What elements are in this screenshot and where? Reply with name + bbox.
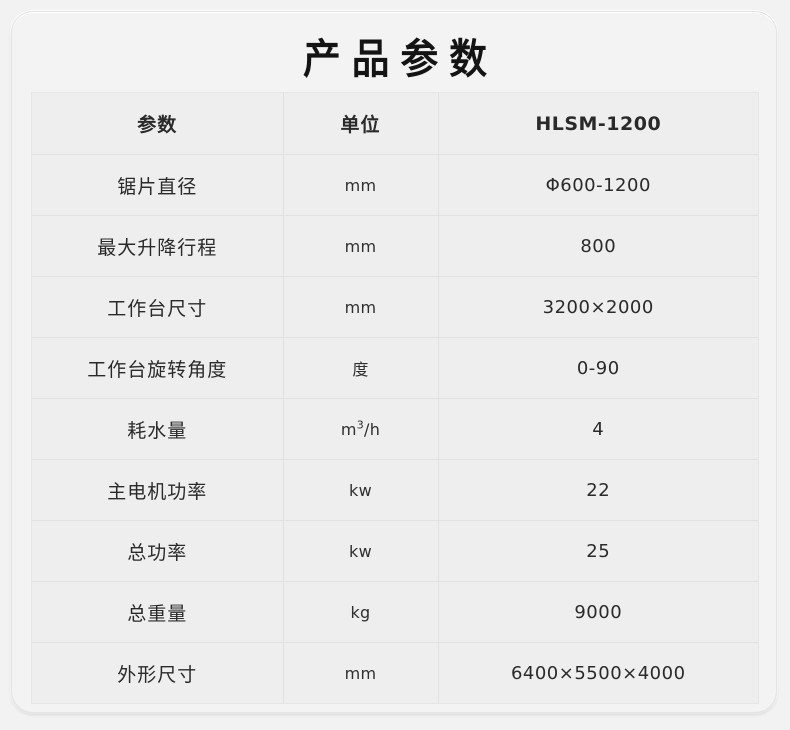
cell-value: 0-90	[438, 337, 758, 399]
cell-value: 22	[438, 459, 758, 521]
table-row: 锯片直径 mm Φ600-1200	[32, 154, 758, 216]
cell-parameter: 工作台尺寸	[32, 276, 284, 338]
table-header-row: 参数 单位 HLSM-1200	[32, 93, 758, 155]
column-header-unit: 单位	[283, 93, 439, 155]
cell-value: 6400×5500×4000	[438, 642, 758, 703]
cell-value: 800	[438, 215, 758, 277]
cell-unit: mm	[283, 276, 439, 338]
cell-unit: m3/h	[283, 398, 439, 460]
cell-parameter: 外形尺寸	[32, 642, 284, 703]
table-row: 总功率 kw 25	[32, 520, 758, 582]
cell-unit: mm	[283, 154, 439, 216]
table-row: 外形尺寸 mm 6400×5500×4000	[32, 642, 758, 703]
cell-unit: kw	[283, 520, 439, 582]
cell-parameter: 总重量	[32, 581, 284, 643]
cell-parameter: 总功率	[32, 520, 284, 582]
cell-parameter: 耗水量	[32, 398, 284, 460]
cell-unit: mm	[283, 215, 439, 277]
table-header: 参数 单位 HLSM-1200	[32, 93, 758, 155]
page-title: 产品参数	[303, 35, 499, 83]
cell-value: 25	[438, 520, 758, 582]
table-body: 锯片直径 mm Φ600-1200 最大升降行程 mm 800 工作台尺寸 mm 3200×20…	[32, 154, 758, 703]
column-header-parameter: 参数	[32, 93, 284, 155]
cell-parameter: 锯片直径	[32, 154, 284, 216]
product-spec-table: 参数 单位 HLSM-1200 锯片直径 mm Φ600-1200 最大升降行程 mm 8…	[32, 93, 758, 703]
cell-unit: kg	[283, 581, 439, 643]
cell-parameter: 工作台旋转角度	[32, 337, 284, 399]
cell-parameter: 主电机功率	[32, 459, 284, 521]
cell-value: 3200×2000	[438, 276, 758, 338]
table-row: 工作台尺寸 mm 3200×2000	[32, 276, 758, 338]
table-row: 主电机功率 kw 22	[32, 459, 758, 521]
cell-value: 9000	[438, 581, 758, 643]
table-row: 总重量 kg 9000	[32, 581, 758, 643]
table-row: 最大升降行程 mm 800	[32, 215, 758, 277]
column-header-model: HLSM-1200	[438, 93, 758, 155]
cell-unit: mm	[283, 642, 439, 703]
cell-parameter: 最大升降行程	[32, 215, 284, 277]
table-row: 工作台旋转角度度 0-90	[32, 337, 758, 399]
spec-panel: 产品参数 参数 单位 HLSM-1200 锯片直径 mm Φ600-1200 最大升降…	[11, 11, 777, 713]
cell-value: Φ600-1200	[438, 154, 758, 216]
cell-unit: kw	[283, 459, 439, 521]
cell-unit: 度	[283, 337, 439, 399]
table-row: 耗水量 m3/h 4	[32, 398, 758, 460]
cell-value: 4	[438, 398, 758, 460]
